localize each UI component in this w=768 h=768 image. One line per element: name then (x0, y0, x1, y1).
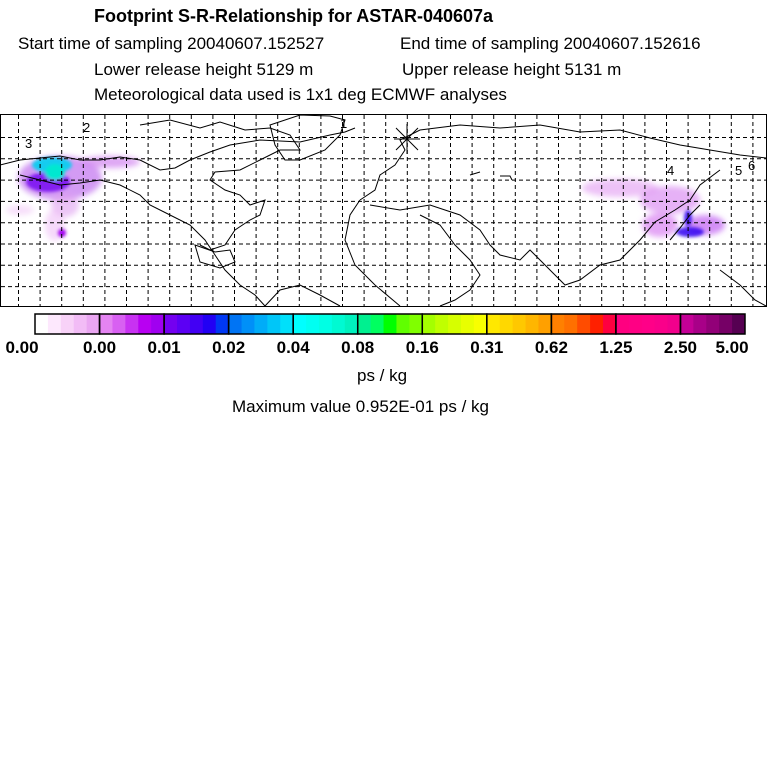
colorbar-tick-label: 0.62 (534, 338, 568, 357)
colorbar-swatch (654, 314, 669, 334)
colorbar-swatch (719, 314, 733, 334)
colorbar-swatch (60, 314, 75, 334)
colorbar-swatch (228, 314, 243, 334)
met-data-label: Meteorological data used is 1x1 deg ECMW… (94, 85, 507, 104)
colorbar-swatch (461, 314, 475, 334)
colorbar-tick-label: 0.04 (276, 338, 310, 357)
colorbar-swatch (667, 314, 681, 334)
colorbar-swatch (577, 314, 591, 334)
colorbar-swatch (603, 314, 617, 334)
colorbar-swatch (435, 314, 449, 334)
colorbar-swatch (241, 314, 255, 334)
colorbar-swatch (73, 314, 88, 334)
colorbar-tick-label: 0.01 (147, 338, 181, 357)
colorbar-swatch (35, 314, 49, 334)
colorbar-tick-label: 0.02 (212, 338, 246, 357)
release-site-marker (394, 124, 420, 154)
colorbar-swatch (590, 314, 604, 334)
colorbar-swatch (189, 314, 204, 334)
colorbar-tick-label: 1.25 (599, 338, 633, 357)
plot-title: Footprint S-R-Relationship for ASTAR-040… (94, 6, 494, 26)
colorbar-swatch (486, 314, 501, 334)
colorbar-swatch (499, 314, 514, 334)
colorbar-swatch (86, 314, 101, 334)
colorbar-segment (679, 313, 746, 335)
colorbar-swatch (628, 314, 643, 334)
colorbar-swatch (164, 314, 178, 334)
map-frame (0, 114, 767, 307)
colorbar (34, 313, 746, 335)
colorbar-swatch (422, 314, 436, 334)
end-time-label: End time of sampling 20040607.152616 (400, 34, 701, 53)
colorbar-tick-label: 0.08 (341, 338, 375, 357)
coastlines (0, 114, 767, 307)
colorbar-swatch (357, 314, 372, 334)
colorbar-swatch (732, 314, 746, 334)
colorbar-swatch (151, 314, 165, 334)
track-label: 2 (83, 120, 90, 135)
colorbar-swatch (693, 314, 707, 334)
colorbar-swatch (551, 314, 565, 334)
track-label: 1 (340, 116, 347, 131)
colorbar-swatch (615, 314, 630, 334)
colorbar-swatch (344, 314, 359, 334)
colorbar-swatch (331, 314, 346, 334)
track-label: 5 (735, 163, 742, 178)
colorbar-swatch (473, 314, 488, 334)
colorbar-swatch (293, 314, 307, 334)
colorbar-swatch (448, 314, 462, 334)
track-label: 3 (25, 136, 32, 151)
colorbar-swatch (280, 314, 294, 334)
colorbar-tick-label: 5.00 (715, 338, 749, 357)
colorbar-tick-label: 0.31 (470, 338, 504, 357)
colorbar-unit: ps / kg (357, 366, 408, 385)
lat-lon-grid (1, 115, 766, 306)
colorbar-swatch (396, 314, 410, 334)
colorbar-swatch (99, 314, 113, 334)
colorbar-swatch (564, 314, 578, 334)
colorbar-swatch (177, 314, 191, 334)
colorbar-swatch (525, 314, 539, 334)
maximum-value-label: Maximum value 0.952E-01 ps / kg (232, 397, 490, 416)
colorbar-swatch (512, 314, 527, 334)
colorbar-swatch (267, 314, 281, 334)
colorbar-swatch (202, 314, 217, 334)
colorbar-swatch (306, 314, 320, 334)
colorbar-swatch (47, 314, 62, 334)
lower-height-label: Lower release height 5129 m (94, 60, 314, 79)
colorbar-tick-label: 2.50 (663, 338, 697, 357)
colorbar-swatch (538, 314, 552, 334)
colorbar-swatch (319, 314, 333, 334)
colorbar-tick-label: 0.00 (5, 338, 39, 357)
colorbar-tick-label: 0.16 (405, 338, 439, 357)
footprint-plume (6, 156, 725, 241)
colorbar-swatch (383, 314, 397, 334)
colorbar-swatch (409, 314, 423, 334)
colorbar-swatch (125, 314, 139, 334)
colorbar-swatch (641, 314, 656, 334)
colorbar-tick-label: 0.00 (82, 338, 117, 357)
track-label: 6 (748, 158, 755, 173)
colorbar-swatch (680, 314, 694, 334)
footprint-map: 1 2 3 4 5 6 (0, 114, 767, 335)
upper-height-label: Upper release height 5131 m (402, 60, 622, 79)
colorbar-swatch (112, 314, 126, 334)
colorbar-swatch (138, 314, 152, 334)
colorbar-swatch (706, 314, 720, 334)
colorbar-swatch (254, 314, 268, 334)
start-time-label: Start time of sampling 20040607.152527 (18, 34, 325, 53)
track-label: 4 (667, 163, 674, 178)
colorbar-swatch (370, 314, 385, 334)
colorbar-swatch (215, 314, 230, 334)
